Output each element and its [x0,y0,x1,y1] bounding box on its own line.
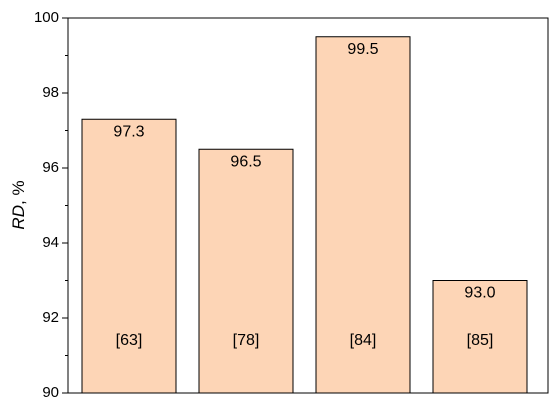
y-axis-label: RD, % [9,180,28,229]
y-axis-label-var: RD [9,205,28,230]
category-label: [85] [467,332,494,349]
y-tick-label: 90 [42,384,59,401]
y-tick-label: 100 [34,9,59,26]
category-label: [84] [350,332,377,349]
y-tick-label: 98 [42,84,59,101]
category-label: [63] [116,332,143,349]
category-label: [78] [233,332,260,349]
bar [81,118,177,394]
bar [198,148,294,394]
plot-frame [67,17,549,394]
value-label: 97.3 [113,123,144,140]
y-axis-label-unit: , % [9,180,28,205]
y-tick-label: 96 [42,159,59,176]
y-tick-label: 94 [42,234,59,251]
value-label: 99.5 [347,41,378,58]
bar [315,36,411,394]
y-tick-label: 92 [42,309,59,326]
bar [432,280,528,394]
value-label: 96.5 [230,153,261,170]
value-label: 93.0 [464,285,495,302]
